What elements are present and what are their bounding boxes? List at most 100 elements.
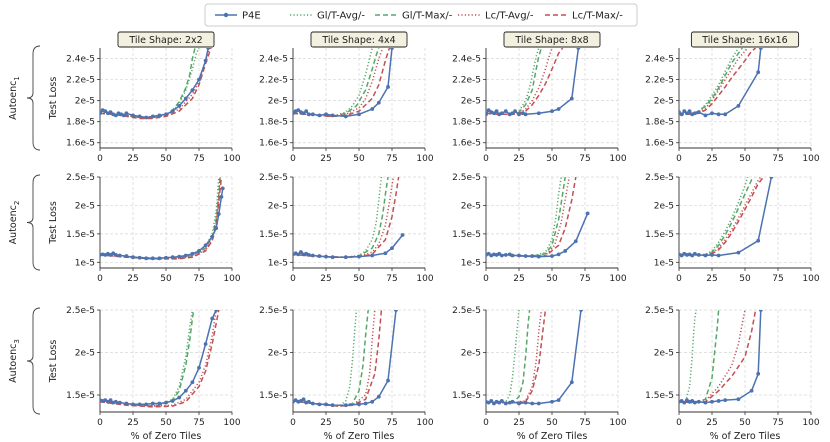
- p4e-point: [530, 401, 535, 406]
- p4e-point: [190, 88, 195, 93]
- p4e-point: [216, 212, 221, 216]
- p4e-point: [486, 112, 488, 117]
- p4e-point: [499, 399, 504, 403]
- p4e-point: [157, 256, 162, 261]
- p4e-point: [121, 113, 126, 118]
- p4e-point: [317, 113, 322, 118]
- series-line-gl-t-max: [100, 177, 221, 260]
- p4e-point: [710, 111, 714, 116]
- series-line-p4e: [293, 310, 397, 406]
- y-tick-label: 2.5e-5: [259, 306, 288, 316]
- p4e-point: [131, 402, 135, 407]
- y-tick-label: 2.4e-5: [66, 55, 95, 65]
- p4e-point: [579, 310, 583, 312]
- column-title-box: [310, 31, 408, 48]
- p4e-point: [494, 109, 499, 114]
- series-line-p4e: [679, 177, 773, 257]
- p4e-point: [758, 48, 763, 50]
- x-tick-label: 25: [513, 154, 524, 164]
- p4e-point: [370, 399, 375, 404]
- p4e-point: [723, 112, 728, 117]
- p4e-point: [170, 255, 175, 260]
- y-tick-label: 2e-5: [268, 97, 288, 107]
- x-tick-label: 25: [320, 274, 331, 284]
- p4e-point: [510, 399, 515, 404]
- p4e-point: [692, 400, 697, 405]
- x-tick-label: 0: [483, 154, 489, 164]
- x-tick-label: 50: [739, 274, 751, 284]
- p4e-point: [370, 107, 375, 111]
- y-tick-label: 2e-5: [268, 201, 288, 211]
- p4e-point: [492, 111, 496, 116]
- y-tick-label: 2.5e-5: [452, 306, 481, 316]
- p4e-point: [124, 111, 129, 116]
- y-tick-label: 2e-5: [461, 201, 481, 211]
- legend-label: Lc/T-Avg/-: [485, 11, 534, 22]
- p4e-point: [296, 252, 301, 257]
- y-tick-label: 1.6e-5: [645, 139, 674, 149]
- p4e-point: [523, 254, 528, 258]
- p4e-point: [569, 96, 574, 101]
- y-tick-label: 2e-5: [654, 97, 674, 107]
- x-tick-label: 100: [802, 418, 819, 428]
- x-tick-label: 50: [546, 418, 558, 428]
- x-tick-label: 25: [320, 418, 331, 428]
- p4e-point: [756, 70, 761, 75]
- series-line-lc-t-avg: [100, 177, 221, 260]
- y-tick-label: 1.5e-5: [259, 230, 288, 240]
- p4e-point: [486, 108, 491, 113]
- series-line-gl-t-avg: [293, 310, 358, 407]
- x-tick-label: 75: [579, 274, 590, 284]
- p4e-point: [299, 250, 303, 254]
- legend-item-lc-t-avg: Lc/T-Avg/-: [458, 11, 534, 22]
- p4e-point: [183, 253, 188, 258]
- p4e-point: [736, 250, 741, 255]
- p4e-point: [170, 399, 175, 403]
- p4e-point: [177, 103, 182, 108]
- p4e-point: [306, 253, 311, 257]
- y-tick-label: 1e-5: [654, 258, 674, 268]
- x-tick-label: 75: [193, 154, 204, 164]
- panel-r1-c4: 0 25 50 75 100 1.6e-5 1.8e-5 2e-5 2.2e-5 2.4e-5 Ti…: [645, 31, 820, 164]
- y-tick-label: 1e-5: [268, 258, 288, 268]
- x-tick-label: 25: [706, 418, 717, 428]
- p4e-point: [203, 243, 208, 248]
- y-tick-label: 1.5e-5: [645, 230, 674, 240]
- row-label-text: Autoenc3: [8, 339, 21, 383]
- p4e-point: [157, 113, 162, 118]
- p4e-point: [489, 399, 494, 403]
- p4e-point: [716, 399, 721, 403]
- series-line-lc-t-max: [293, 310, 383, 407]
- p4e-point: [137, 114, 142, 119]
- x-tick-label: 100: [609, 418, 626, 428]
- p4e-point: [343, 114, 348, 119]
- series-line-gl-t-avg: [679, 177, 749, 256]
- y-tick-label: 2.4e-5: [452, 55, 481, 65]
- y-tick-label: 1.5e-5: [259, 391, 288, 401]
- y-axis-label: Test Loss: [48, 340, 59, 384]
- p4e-point: [383, 251, 388, 256]
- y-tick-label: 2.2e-5: [259, 76, 288, 86]
- series-line-p4e: [486, 213, 589, 258]
- legend-label: Gl/T-Max/-: [402, 11, 453, 22]
- x-tick-label: 75: [386, 154, 397, 164]
- p4e-point: [117, 253, 122, 258]
- series-line-p4e: [679, 310, 762, 404]
- x-tick-label: 75: [772, 274, 783, 284]
- p4e-point: [343, 255, 348, 260]
- y-tick-label: 1.5e-5: [452, 230, 481, 240]
- x-tick-label: 50: [739, 418, 751, 428]
- series-group: [100, 177, 225, 261]
- p4e-point: [190, 380, 195, 385]
- panel-r2-c1: 0 25 50 75 100 1e-5 1.5e-5 2e-5 2.5e-5: [66, 173, 241, 284]
- x-tick-label: 75: [772, 154, 783, 164]
- p4e-point: [573, 239, 578, 244]
- series-group: [100, 48, 212, 120]
- x-tick-label: 100: [416, 274, 433, 284]
- x-tick-label: 25: [127, 418, 138, 428]
- series-line-lc-t-max: [486, 177, 577, 258]
- x-tick-label: 0: [97, 418, 103, 428]
- series-line-gl-t-max: [486, 310, 531, 404]
- legend-item-lc-t-max: Lc/T-Max/-: [545, 11, 623, 22]
- p4e-point: [317, 254, 322, 258]
